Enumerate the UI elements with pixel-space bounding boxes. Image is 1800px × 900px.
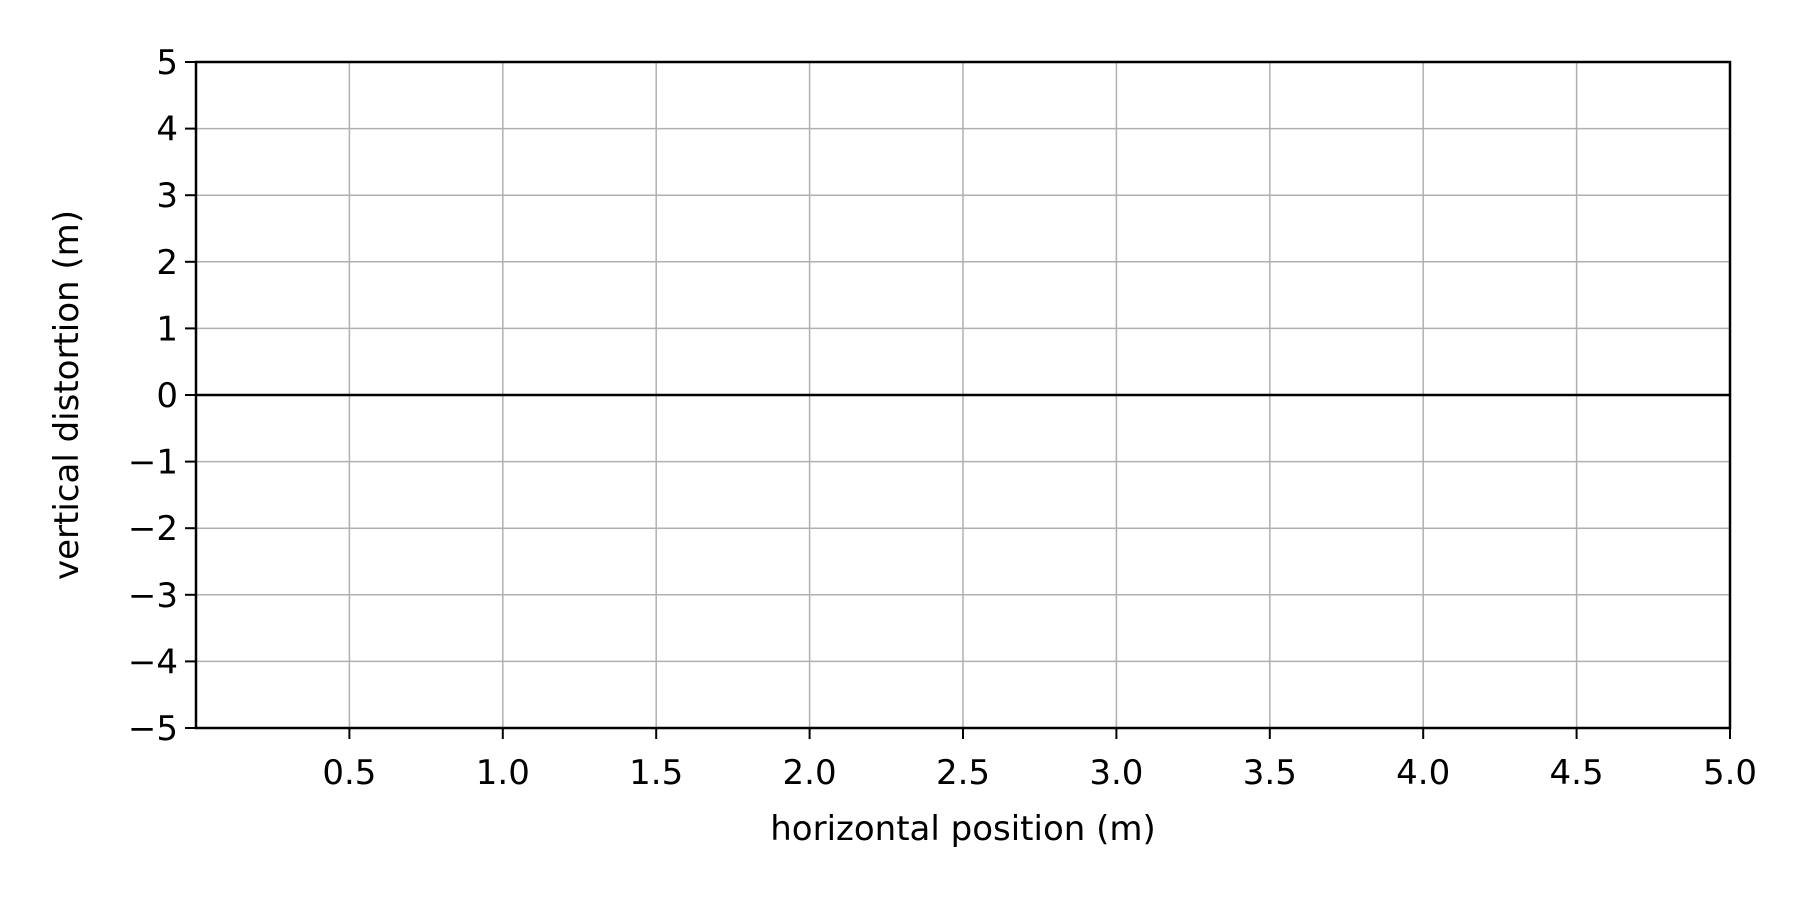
x-tick-label: 4.0 (1396, 753, 1450, 793)
y-tick-label: −1 (128, 443, 178, 483)
y-tick-label: −4 (128, 642, 178, 682)
y-tick-label: 5 (156, 43, 178, 83)
y-tick-label: 1 (156, 309, 178, 349)
x-tick-label: 1.5 (629, 753, 683, 793)
x-tick-label: 3.0 (1089, 753, 1143, 793)
y-tick-label: 2 (156, 243, 178, 283)
y-tick-label: 4 (156, 110, 178, 150)
y-tick-label: −5 (128, 709, 178, 749)
y-tick-label: −2 (128, 509, 178, 549)
y-tick-label: 3 (156, 176, 178, 216)
x-axis-label: horizontal position (m) (770, 809, 1156, 849)
x-tick-label: 2.0 (783, 753, 837, 793)
x-tick-label: 5.0 (1703, 753, 1757, 793)
ticks (185, 61, 1731, 739)
x-tick-label: 2.5 (936, 753, 990, 793)
x-tick-label: 0.5 (322, 753, 376, 793)
y-tick-label: 0 (156, 376, 178, 416)
y-tick-label: −3 (128, 576, 178, 616)
x-tick-label: 4.5 (1550, 753, 1604, 793)
x-tick-label: 1.0 (476, 753, 530, 793)
y-axis-label: vertical distortion (m) (47, 210, 87, 580)
x-tick-label: 3.5 (1243, 753, 1297, 793)
tick-labels: 0.5 1.0 1.5 2.0 2.5 3.0 3.5 4.0 4.5 5.0 5 4 3 2 1 0 −1 −2… (128, 43, 1757, 793)
